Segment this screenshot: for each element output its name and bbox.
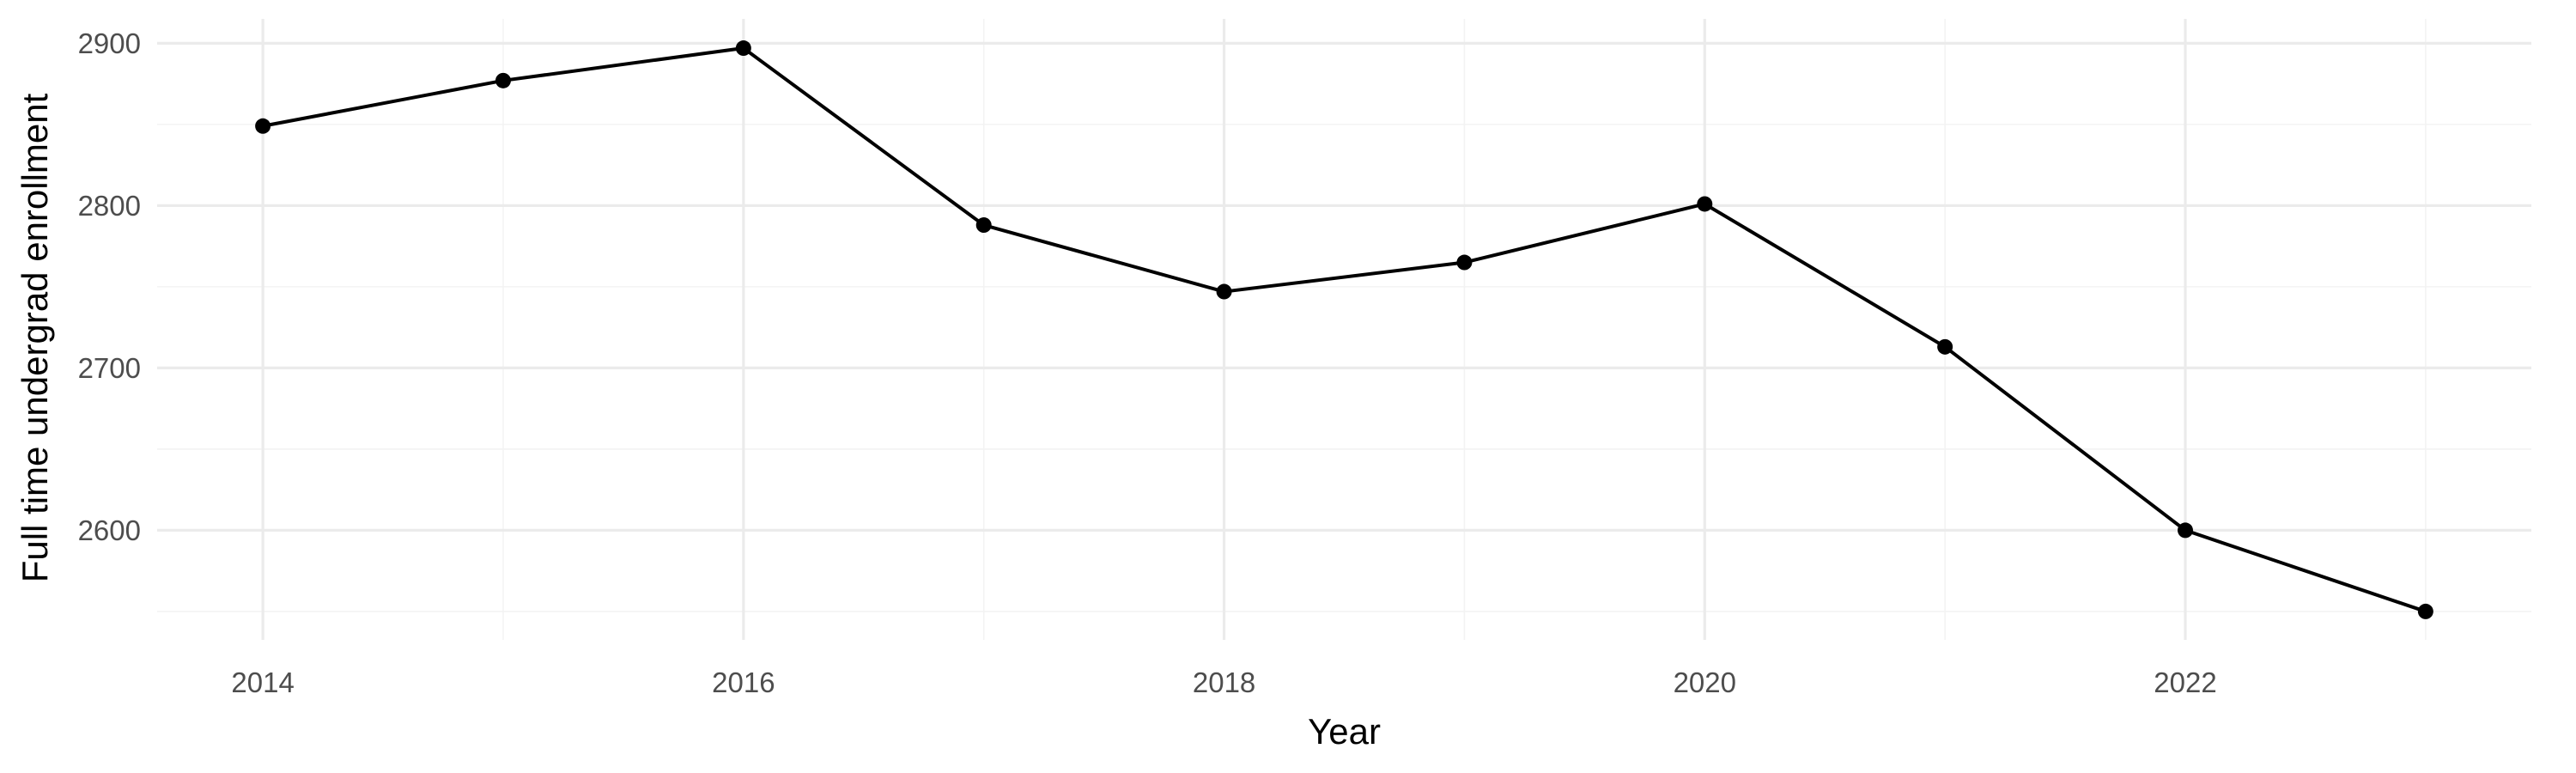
- y-tick-label: 2600: [78, 514, 141, 546]
- x-tick-label: 2016: [712, 666, 775, 698]
- data-point: [255, 118, 271, 134]
- data-point: [1216, 283, 1232, 300]
- minor-gridlines: [157, 19, 2531, 640]
- x-axis-title: Year: [1308, 711, 1381, 752]
- series-line: [262, 46, 2427, 613]
- data-point: [2417, 603, 2433, 619]
- y-tick-label: 2900: [78, 27, 141, 59]
- data-point: [1697, 196, 1713, 212]
- data-point: [975, 217, 992, 234]
- y-axis-title: Full time undergrad enrollment: [15, 93, 55, 582]
- y-tick-label: 2800: [78, 190, 141, 222]
- x-tick-label: 2014: [231, 666, 294, 698]
- series-layer: [262, 46, 2427, 613]
- data-point: [1456, 254, 1473, 271]
- points-layer: [255, 40, 2433, 619]
- data-point: [495, 72, 511, 88]
- data-point: [1937, 338, 1953, 355]
- y-axis-tick-labels: 2600 2700 2800 2900: [78, 27, 141, 546]
- x-axis-tick-labels: 2014 2016 2018 2020 2022: [231, 666, 2216, 698]
- y-tick-label: 2700: [78, 352, 141, 384]
- x-tick-label: 2022: [2154, 666, 2216, 698]
- x-tick-label: 2020: [1674, 666, 1736, 698]
- data-point: [735, 40, 751, 57]
- data-point: [2178, 522, 2194, 539]
- x-tick-label: 2018: [1193, 666, 1255, 698]
